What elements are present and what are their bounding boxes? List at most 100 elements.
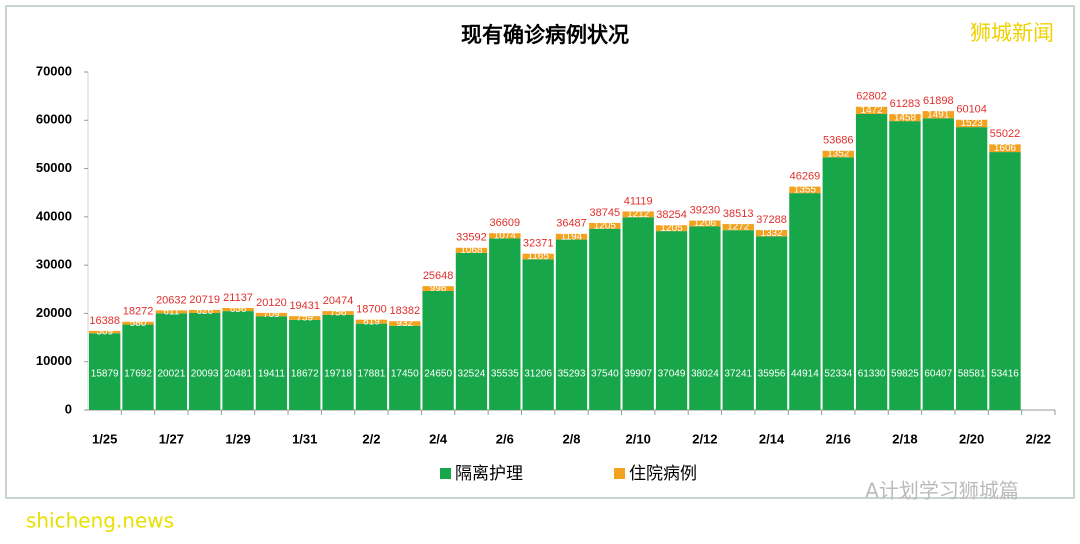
value-label: 656 xyxy=(230,304,247,315)
x-tick-label: 2/12 xyxy=(692,431,717,446)
value-label: 44914 xyxy=(791,369,819,380)
value-label: 37049 xyxy=(658,369,686,380)
x-tick-label: 1/31 xyxy=(292,431,317,446)
value-label: 17450 xyxy=(391,369,419,380)
value-label: 37540 xyxy=(591,369,619,380)
total-label: 18700 xyxy=(356,304,387,316)
bar-segment xyxy=(955,127,988,411)
value-label: 998 xyxy=(430,283,447,294)
value-label: 60407 xyxy=(924,369,952,380)
value-label: 20021 xyxy=(157,369,185,380)
bar-segment xyxy=(289,319,321,410)
value-label: 1205 xyxy=(660,223,683,234)
total-label: 61898 xyxy=(923,95,954,107)
value-label: 35956 xyxy=(758,369,786,380)
value-label: 759 xyxy=(296,313,313,324)
value-label: 626 xyxy=(196,306,213,317)
watermark: A计划学习狮城篇 xyxy=(865,479,1019,503)
y-tick-label: 0 xyxy=(65,401,72,416)
bar-segment xyxy=(289,316,321,320)
bar-segment xyxy=(689,226,721,410)
value-label: 1332 xyxy=(760,228,783,239)
value-label: 1205 xyxy=(594,220,617,231)
value-label: 1212 xyxy=(627,209,650,220)
bar-segment xyxy=(389,325,421,410)
total-label: 62802 xyxy=(856,91,887,103)
y-tick-label: 70000 xyxy=(36,63,72,78)
total-label: 32371 xyxy=(523,238,554,250)
x-tick-label: 2/6 xyxy=(496,431,514,446)
bar-segment xyxy=(589,228,621,410)
value-label: 1194 xyxy=(561,231,583,242)
bar-segment xyxy=(222,307,254,312)
value-label: 18672 xyxy=(291,369,319,380)
value-label: 19411 xyxy=(258,369,286,380)
y-tick-label: 50000 xyxy=(36,160,72,175)
value-label: 17881 xyxy=(358,369,386,380)
bar-segment xyxy=(722,224,754,231)
bar-segment xyxy=(755,236,788,410)
value-label: 1206 xyxy=(694,218,717,229)
value-label: 35293 xyxy=(558,369,586,380)
value-label: 932 xyxy=(396,318,413,329)
value-label: 37241 xyxy=(724,369,752,380)
x-tick-label: 2/16 xyxy=(826,431,851,446)
bar-segment xyxy=(355,319,388,324)
value-label: 1165 xyxy=(527,251,549,262)
legend-label: 隔离护理 xyxy=(455,464,523,484)
x-tick-label: 2/4 xyxy=(429,431,448,446)
value-label: 611 xyxy=(163,306,179,317)
bar-segment xyxy=(255,316,288,410)
value-label: 59825 xyxy=(891,369,919,380)
value-label: 17692 xyxy=(124,369,152,380)
total-label: 38254 xyxy=(656,209,687,221)
legend-label: 住院病例 xyxy=(629,464,697,484)
total-label: 19431 xyxy=(289,300,320,312)
watermark: 狮城新闻 xyxy=(970,21,1054,45)
value-label: 15879 xyxy=(91,369,119,380)
total-label: 46269 xyxy=(790,170,821,182)
value-label: 53416 xyxy=(991,369,1019,380)
bar-segment xyxy=(255,312,288,317)
bar-segment xyxy=(322,311,354,315)
bar-segment xyxy=(222,311,254,410)
value-label: 39907 xyxy=(624,369,652,380)
x-tick-label: 2/18 xyxy=(892,431,917,446)
legend-swatch xyxy=(440,468,451,479)
y-tick-label: 60000 xyxy=(36,112,72,127)
value-label: 1272 xyxy=(727,222,750,233)
y-tick-label: 40000 xyxy=(36,208,72,223)
value-label: 580 xyxy=(130,318,147,329)
total-label: 37288 xyxy=(756,214,787,226)
bar-segment xyxy=(155,313,188,410)
value-label: 1523 xyxy=(961,118,984,129)
total-label: 36609 xyxy=(490,217,521,229)
bar-segment xyxy=(122,321,154,325)
bar-segment xyxy=(422,286,454,291)
total-label: 38513 xyxy=(723,208,754,220)
bar-segment xyxy=(789,186,821,194)
bar-segment xyxy=(589,222,621,229)
value-label: 61330 xyxy=(858,369,886,380)
total-label: 38745 xyxy=(590,207,621,219)
total-label: 20120 xyxy=(256,297,287,309)
x-tick-label: 2/14 xyxy=(759,431,785,446)
value-label: 756 xyxy=(330,308,347,319)
bar-segment xyxy=(789,193,821,410)
total-label: 55022 xyxy=(990,128,1021,140)
total-label: 16388 xyxy=(89,315,120,327)
bar-segment xyxy=(189,309,221,313)
value-label: 35535 xyxy=(491,369,519,380)
bar-segment xyxy=(489,233,521,239)
bar-segment xyxy=(822,157,854,410)
value-label: 1491 xyxy=(927,109,950,120)
watermark: shicheng.news xyxy=(26,509,174,533)
value-label: 52334 xyxy=(824,369,852,380)
legend-swatch xyxy=(614,468,625,479)
x-tick-label: 2/20 xyxy=(959,431,984,446)
bar-segment xyxy=(922,118,954,410)
bar-segment xyxy=(822,150,854,158)
total-label: 60104 xyxy=(956,104,987,116)
x-tick-label: 2/10 xyxy=(626,431,651,446)
